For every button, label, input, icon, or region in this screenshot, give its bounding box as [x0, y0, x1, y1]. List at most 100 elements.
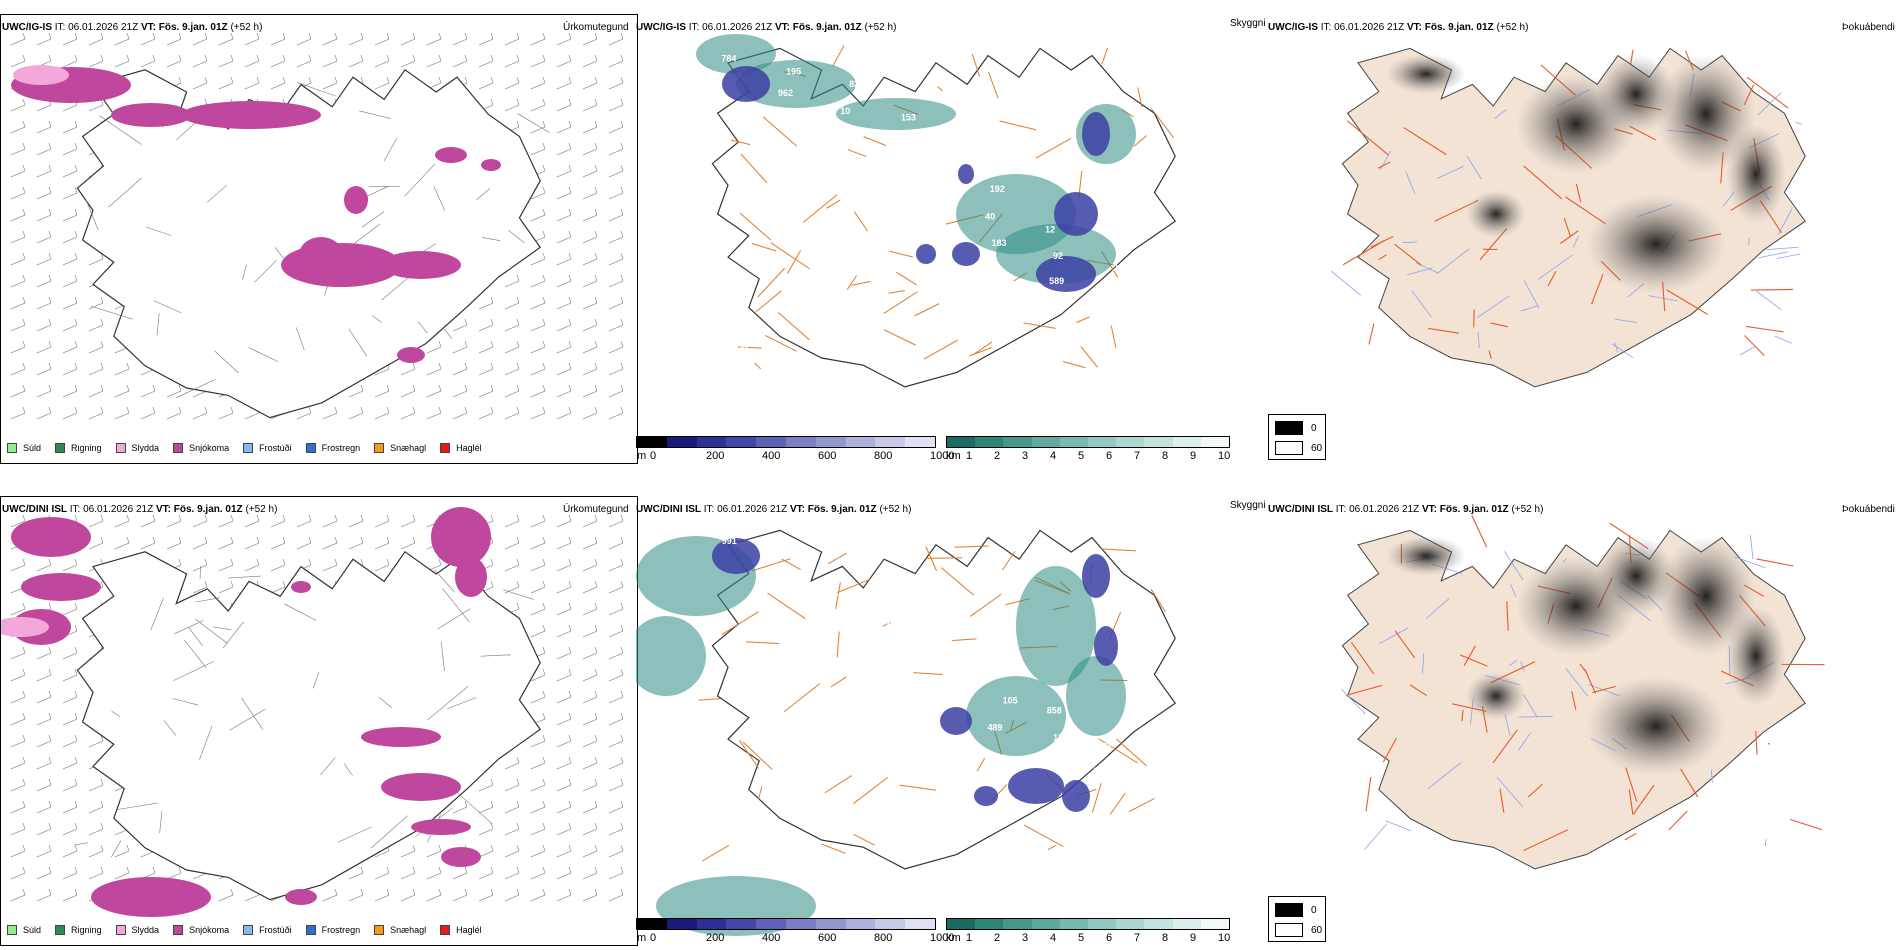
river — [1757, 92, 1782, 116]
wind-barb — [582, 740, 598, 748]
road — [754, 362, 762, 370]
vis-tick-label: 1 — [966, 932, 973, 944]
wind-barb — [556, 126, 572, 134]
wind-barb — [582, 324, 598, 332]
wind-barb — [36, 126, 52, 134]
wind-barb-flag — [48, 164, 52, 172]
wind-barb — [478, 872, 494, 880]
wind-barb-flag — [542, 888, 546, 896]
wind-barb — [88, 784, 104, 792]
colorbar-segment — [1144, 919, 1173, 929]
wind-barb-flag — [594, 866, 598, 874]
wind-barb — [62, 38, 78, 46]
wind-barb — [426, 894, 442, 902]
map-line — [371, 315, 382, 323]
wind-barb-flag — [620, 296, 624, 304]
wind-barb — [322, 412, 338, 420]
wind-barb — [10, 126, 26, 134]
wind-barb — [10, 192, 26, 200]
wind-barb — [10, 762, 26, 770]
wind-barb — [478, 368, 494, 376]
wind-barb — [556, 806, 572, 814]
wind-barb-flag — [22, 844, 26, 852]
wind-barb-flag — [542, 602, 546, 610]
wind-barb — [88, 828, 104, 836]
wind-barb-flag — [594, 186, 598, 194]
wind-barb — [608, 674, 624, 682]
wind-barb-flag — [490, 844, 494, 852]
wind-barb-flag — [542, 624, 546, 632]
wind-barb — [88, 872, 104, 880]
wind-barb-flag — [464, 318, 468, 326]
snow-area — [397, 347, 425, 363]
wind-barb-flag — [594, 580, 598, 588]
cloud-base-area — [1082, 554, 1110, 598]
wind-barb-flag — [204, 406, 208, 414]
wind-barb — [192, 520, 208, 528]
wind-barb-flag — [282, 76, 286, 84]
wind-barb — [62, 170, 78, 178]
wind-barb — [114, 520, 130, 528]
wind-barb — [10, 784, 26, 792]
lead-time: (+52 h) — [230, 22, 263, 33]
wind-barb — [608, 390, 624, 398]
colorbar-segment — [845, 919, 876, 929]
river — [1477, 332, 1480, 349]
wind-barb — [62, 324, 78, 332]
colorbar-segment — [975, 919, 1004, 929]
colorbar-segment — [905, 437, 935, 447]
wind-barb-flag — [48, 734, 52, 742]
road — [1370, 235, 1394, 248]
cloud-base-height-label: 11 — [830, 587, 840, 597]
wind-barb — [530, 542, 546, 550]
cloud-base-area — [1054, 192, 1098, 236]
cloud-base-height-label: 34 — [782, 357, 792, 367]
wind-barb — [582, 346, 598, 354]
wind-barb-flag — [308, 76, 312, 84]
wind-barb-flag — [490, 866, 494, 874]
wind-barb-flag — [438, 54, 442, 62]
river — [1422, 653, 1425, 674]
wind-barb — [582, 652, 598, 660]
height-unit-label: m — [637, 932, 647, 944]
wind-barb — [296, 520, 312, 528]
cloud-base-height-label: 12 — [1053, 732, 1063, 742]
road — [736, 346, 762, 349]
wind-barb — [270, 542, 286, 550]
river — [1774, 335, 1792, 344]
snow-area — [285, 889, 317, 905]
road — [1579, 663, 1588, 674]
wind-barb-flag — [360, 514, 364, 522]
wind-barb-flag — [74, 756, 78, 764]
road — [914, 303, 940, 317]
wind-barb — [582, 850, 598, 858]
panel-title-fog-row2: UWC/DINI ISL IT: 06.01.2026 21Z VT: Fös.… — [1268, 504, 1543, 516]
cloud-base-area — [958, 164, 974, 184]
wind-barb-flag — [542, 712, 546, 720]
precip-type-title-row1: Úrkomutegund — [563, 22, 629, 33]
map-line — [172, 698, 199, 706]
wind-barb — [608, 740, 624, 748]
wind-barb — [62, 850, 78, 858]
wind-barb-flag — [568, 318, 572, 326]
wind-barb — [426, 872, 442, 880]
wind-barb-flag — [568, 690, 572, 698]
wind-barb-flag — [542, 384, 546, 392]
wind-barb — [530, 564, 546, 572]
wind-barb-flag — [74, 602, 78, 610]
colorbar-segment — [875, 919, 906, 929]
wind-barb-flag — [230, 54, 234, 62]
river — [1436, 165, 1464, 179]
wind-barb-flag — [568, 76, 572, 84]
wind-barb — [10, 104, 26, 112]
wind-barb-flag — [542, 646, 546, 654]
wind-barb — [10, 520, 26, 528]
wind-barb-flag — [360, 866, 364, 874]
map-line — [248, 347, 279, 362]
wind-barb-flag — [438, 406, 442, 414]
wind-barb — [296, 60, 312, 68]
wind-barb — [114, 872, 130, 880]
wind-barb-flag — [282, 514, 286, 522]
wind-barb-flag — [516, 406, 520, 414]
wind-barb-flag — [48, 712, 52, 720]
